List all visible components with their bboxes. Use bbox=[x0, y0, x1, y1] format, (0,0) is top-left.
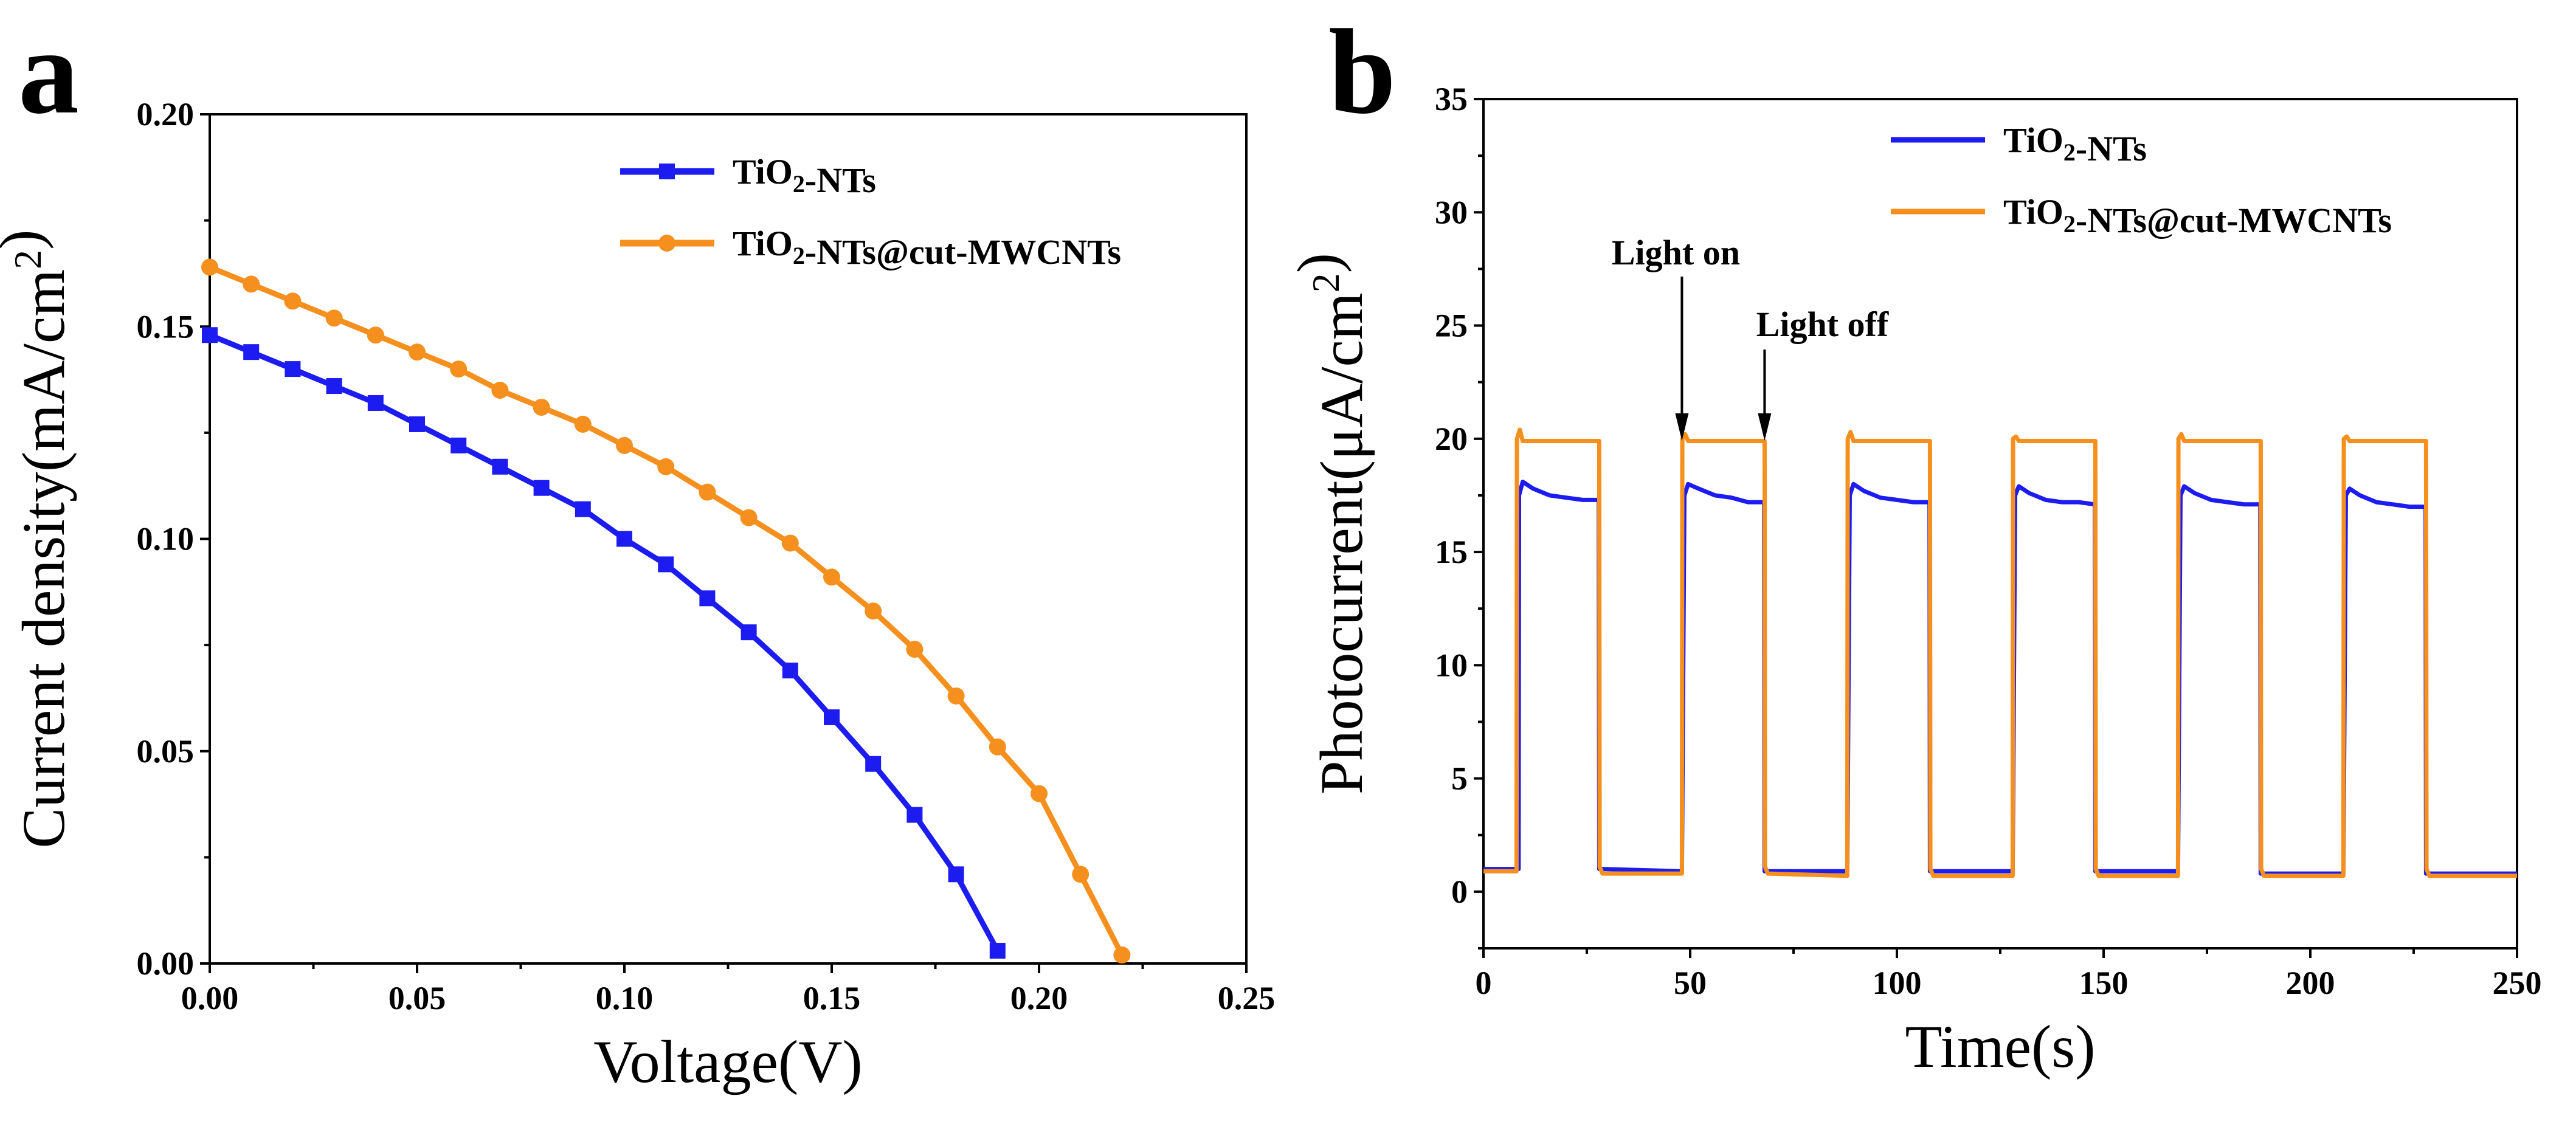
a-x-tick-label: 0.10 bbox=[596, 980, 654, 1016]
panel-a-x-axis-title: Voltage(V) bbox=[593, 1028, 862, 1095]
a-series-2-point bbox=[1113, 946, 1131, 964]
a-y-tick-label: 0.05 bbox=[137, 733, 195, 770]
panel-b-legend: TiO2-NTs TiO2-NTs@cut-MWCNTs bbox=[1891, 120, 2392, 240]
b-y-tick-label: 5 bbox=[1451, 760, 1468, 797]
a-series-2-point bbox=[823, 568, 840, 586]
a-series-2-point bbox=[533, 398, 550, 416]
b-legend-label-2: TiO2-NTs@cut-MWCNTs bbox=[2003, 192, 2392, 240]
b-series-2-line bbox=[1483, 427, 2517, 878]
b-x-tick-label: 200 bbox=[2286, 965, 2335, 1001]
a-series-2-point bbox=[616, 436, 633, 454]
a-series-2-point bbox=[284, 292, 302, 310]
panel-b-label: b bbox=[1328, 5, 1396, 139]
a-series-2-point bbox=[450, 360, 468, 378]
a-series-2-point bbox=[201, 258, 218, 276]
a-series-2-point bbox=[989, 738, 1006, 756]
b-y-tick-label: 20 bbox=[1435, 421, 1468, 457]
panel-a: a 0.00 0.05 0.10 0.15 0.20 0.250.000.050.100.… bbox=[0, 5, 1275, 1095]
panel-a-label: a bbox=[18, 5, 79, 139]
a-series-1-point bbox=[533, 480, 550, 496]
a-series-2-point bbox=[699, 483, 716, 501]
a-series-1-point bbox=[202, 327, 218, 343]
panel-b-x-axis-title: Time(s) bbox=[1905, 1013, 2095, 1080]
panel-a-y-axis-title: Current density(mA/cm2) bbox=[0, 230, 77, 849]
annotation-light-off-arrowhead bbox=[1758, 413, 1772, 441]
a-legend-label-1: TiO2-NTs bbox=[733, 152, 876, 200]
a-series-1-point bbox=[658, 556, 674, 573]
a-series-1-point bbox=[575, 501, 591, 517]
a-x-tick-label: 0.15 bbox=[803, 980, 861, 1016]
a-legend-label-2: TiO2-NTs@cut-MWCNTs bbox=[733, 224, 1121, 272]
a-series-2-point bbox=[947, 687, 965, 705]
b-y-tick-label: 35 bbox=[1435, 81, 1468, 117]
a-series-2-point bbox=[491, 382, 509, 399]
a-series-2-point bbox=[781, 534, 799, 552]
a-series-1-point bbox=[741, 624, 757, 641]
annotation-light-off-label: Light off bbox=[1756, 305, 1889, 344]
panel-a-legend: TiO2-NTs TiO2-NTs@cut-MWCNTs bbox=[620, 152, 1121, 272]
a-legend-marker-1 bbox=[659, 164, 675, 179]
a-x-tick-label: 0.00 bbox=[181, 980, 239, 1016]
panel-b-plot-area: 0 50 100 150 200 250 0 5 10 15 20 25 30 35 bbox=[1435, 81, 2542, 1001]
a-series-2-point bbox=[1031, 785, 1048, 802]
b-x-tick-label: 0 bbox=[1476, 965, 1492, 1001]
a-series-2-point bbox=[1072, 866, 1089, 883]
a-series-1-point bbox=[451, 437, 467, 453]
a-series-2-point bbox=[740, 509, 758, 526]
a-y-tick-label: 0.00 bbox=[137, 945, 195, 982]
panel-b-y-axis-title: Photocurrent(μA/cm2) bbox=[1285, 253, 1375, 794]
a-series-1-point bbox=[409, 416, 425, 432]
b-y-tick-label: 0 bbox=[1451, 874, 1468, 910]
a-y-tick-label: 0.15 bbox=[137, 308, 195, 345]
a-series-1-point bbox=[906, 807, 923, 823]
panel-a-plot-area: 0.00 0.05 0.10 0.15 0.20 0.25 0.00 0.05 0.10 0.15… bbox=[137, 96, 1276, 1016]
a-series-1-point bbox=[782, 663, 798, 679]
b-series-1-line bbox=[1483, 480, 2517, 876]
a-legend-marker-2 bbox=[658, 235, 675, 252]
a-series-2-point bbox=[243, 275, 260, 293]
a-series-2-point bbox=[367, 326, 384, 344]
b-y-tick-label: 30 bbox=[1435, 194, 1468, 230]
a-series-2-point bbox=[865, 602, 882, 620]
a-series-2-point bbox=[574, 415, 592, 433]
a-series-1-point bbox=[699, 590, 716, 607]
b-legend-label-1: TiO2-NTs bbox=[2003, 120, 2147, 168]
b-x-tick-label: 250 bbox=[2493, 965, 2542, 1001]
a-x-tick-label: 0.05 bbox=[388, 980, 446, 1016]
a-series-1-point bbox=[824, 709, 840, 725]
a-series-2-line bbox=[209, 264, 1125, 957]
a-series-1-point bbox=[948, 866, 964, 883]
a-series-2-point bbox=[657, 458, 675, 475]
a-series-2-point bbox=[325, 309, 343, 327]
a-y-tick-label: 0.20 bbox=[137, 96, 195, 133]
annotation-light-on-arrowhead bbox=[1675, 413, 1689, 441]
panel-b-annotations: Light on Light off bbox=[1612, 233, 1889, 441]
a-series-1-point bbox=[616, 531, 632, 547]
a-series-1-point bbox=[243, 344, 260, 360]
a-series-1-point bbox=[285, 361, 301, 377]
a-series-1-line bbox=[209, 333, 1000, 953]
a-series-1-point bbox=[326, 378, 342, 395]
a-series-1-point bbox=[367, 395, 384, 411]
b-x-tick-label: 100 bbox=[1873, 965, 1922, 1001]
b-y-tick-label: 10 bbox=[1435, 647, 1468, 683]
a-series-1-point bbox=[865, 756, 882, 772]
a-y-tick-label: 0.10 bbox=[137, 521, 195, 557]
b-x-tick-label: 150 bbox=[2079, 965, 2129, 1001]
annotation-light-on-label: Light on bbox=[1612, 233, 1740, 272]
a-series-1-point bbox=[492, 458, 508, 475]
a-series-1-point bbox=[989, 943, 1006, 959]
b-y-tick-label: 15 bbox=[1435, 534, 1468, 570]
a-x-tick-label: 0.25 bbox=[1218, 980, 1276, 1016]
a-series-2-point bbox=[906, 641, 924, 658]
a-x-tick-label: 0.20 bbox=[1010, 980, 1068, 1016]
b-x-tick-label: 50 bbox=[1674, 965, 1707, 1001]
a-series-2-point bbox=[409, 343, 426, 361]
b-y-tick-label: 25 bbox=[1435, 308, 1468, 344]
